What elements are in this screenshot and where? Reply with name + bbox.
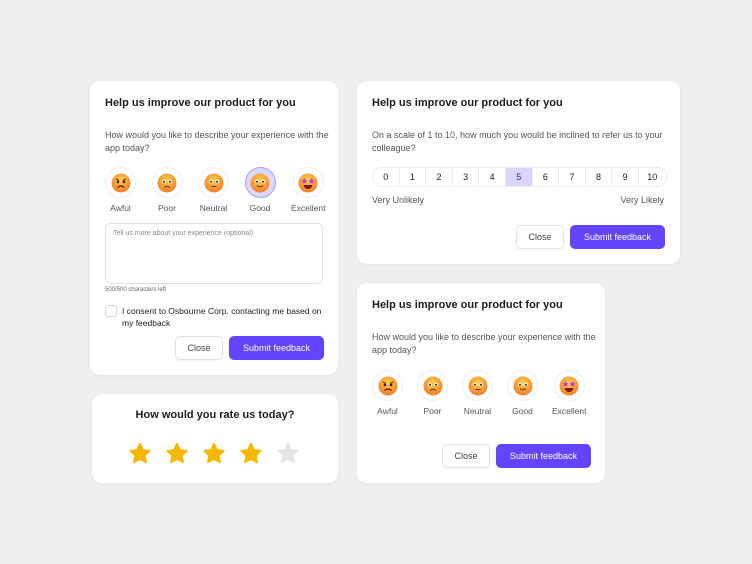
awful-face-icon — [105, 167, 136, 198]
question: How would you like to describe your expe… — [105, 130, 329, 153]
star-rating-card: How would you rate us today? — [92, 394, 338, 483]
scale-option-5[interactable]: 5 — [505, 168, 533, 186]
consent-label: I consent to Osbourne Corp. contacting m… — [122, 306, 322, 328]
emoji-option-poor[interactable]: Poor — [417, 370, 448, 416]
star-filled-icon[interactable] — [165, 442, 189, 470]
emoji-option-neutral[interactable]: Neutral — [198, 167, 229, 213]
emoji-label: Awful — [377, 406, 398, 416]
neutral-face-icon — [462, 370, 493, 401]
star-filled-icon[interactable] — [202, 442, 226, 470]
question: On a scale of 1 to 10, how much you woul… — [372, 130, 663, 153]
emoji-options: Awful Poor Neutral Good Excellent — [105, 167, 326, 213]
rating-title: How would you rate us today? — [135, 409, 295, 421]
emoji-option-excellent[interactable]: Excellent — [552, 370, 587, 416]
submit-feedback-button[interactable]: Submit feedback — [496, 444, 591, 468]
emoji-label: Good — [512, 406, 533, 416]
emoji-options: Awful Poor Neutral Good Excellent — [372, 370, 587, 416]
emoji-label: Neutral — [199, 203, 228, 213]
awful-face-icon — [372, 370, 403, 401]
neutral-face-icon — [198, 167, 229, 198]
emoji-label: Neutral — [463, 406, 492, 416]
close-button[interactable]: Close — [442, 444, 490, 468]
excellent-face-icon — [553, 370, 585, 401]
emoji-option-good[interactable]: Good — [244, 167, 276, 213]
emoji-label: Poor — [423, 406, 442, 416]
consent-checkbox[interactable] — [105, 305, 117, 317]
emoji-label: Poor — [158, 203, 176, 213]
good-face-icon — [507, 370, 538, 401]
scale-option-9[interactable]: 9 — [612, 168, 639, 186]
emoji-feedback-card: Help us improve our product for you How … — [90, 81, 338, 375]
scale-option-2[interactable]: 2 — [426, 168, 453, 186]
emoji-option-poor[interactable]: Poor — [151, 167, 183, 213]
scale-option-0[interactable]: 0 — [373, 168, 400, 186]
emoji-label: Good — [249, 203, 271, 213]
emoji-option-awful[interactable]: Awful — [372, 370, 403, 416]
emoji-option-awful[interactable]: Awful — [105, 167, 136, 213]
emoji-label: Excellent — [552, 406, 587, 416]
excellent-face-icon — [292, 167, 324, 198]
low-label: Very Unlikely — [372, 195, 425, 205]
poor-face-icon — [417, 370, 448, 401]
emoji-feedback-card-compact: Help us improve our product for you How … — [357, 283, 605, 483]
nps-card: Help us improve our product for you On a… — [357, 81, 680, 264]
star-filled-icon[interactable] — [128, 442, 152, 470]
emoji-option-good[interactable]: Good — [507, 370, 538, 416]
card-title: Help us improve our product for you — [105, 97, 296, 109]
submit-feedback-button[interactable]: Submit feedback — [229, 336, 324, 360]
star-rating — [128, 442, 300, 470]
scale-option-1[interactable]: 1 — [400, 168, 427, 186]
question: How would you like to describe your expe… — [372, 332, 596, 355]
emoji-option-excellent[interactable]: Excellent — [291, 167, 326, 213]
scale-option-6[interactable]: 6 — [533, 168, 560, 186]
feedback-textarea[interactable] — [105, 223, 323, 284]
emoji-label: Excellent — [291, 203, 326, 213]
scale-option-8[interactable]: 8 — [586, 168, 613, 186]
submit-feedback-button[interactable]: Submit feedback — [570, 225, 665, 249]
emoji-label: Awful — [110, 203, 131, 213]
poor-face-icon — [151, 167, 183, 198]
char-count: 500/500 characters left — [105, 287, 167, 293]
high-label: Very Likely — [620, 195, 664, 205]
emoji-option-neutral[interactable]: Neutral — [462, 370, 493, 416]
scale-option-3[interactable]: 3 — [453, 168, 480, 186]
nps-scale: 0 1 2 3 4 5 6 7 8 9 10 — [372, 167, 667, 187]
scale-option-10[interactable]: 10 — [647, 172, 658, 182]
good-face-icon — [244, 167, 276, 198]
card-title: Help us improve our product for you — [372, 299, 563, 311]
star-filled-icon[interactable] — [239, 442, 263, 470]
close-button[interactable]: Close — [175, 336, 223, 360]
card-title: Help us improve our product for you — [372, 97, 563, 109]
scale-option-4[interactable]: 4 — [479, 168, 506, 186]
close-button[interactable]: Close — [516, 225, 564, 249]
scale-option-7[interactable]: 7 — [559, 168, 586, 186]
star-empty-icon[interactable] — [276, 442, 300, 470]
